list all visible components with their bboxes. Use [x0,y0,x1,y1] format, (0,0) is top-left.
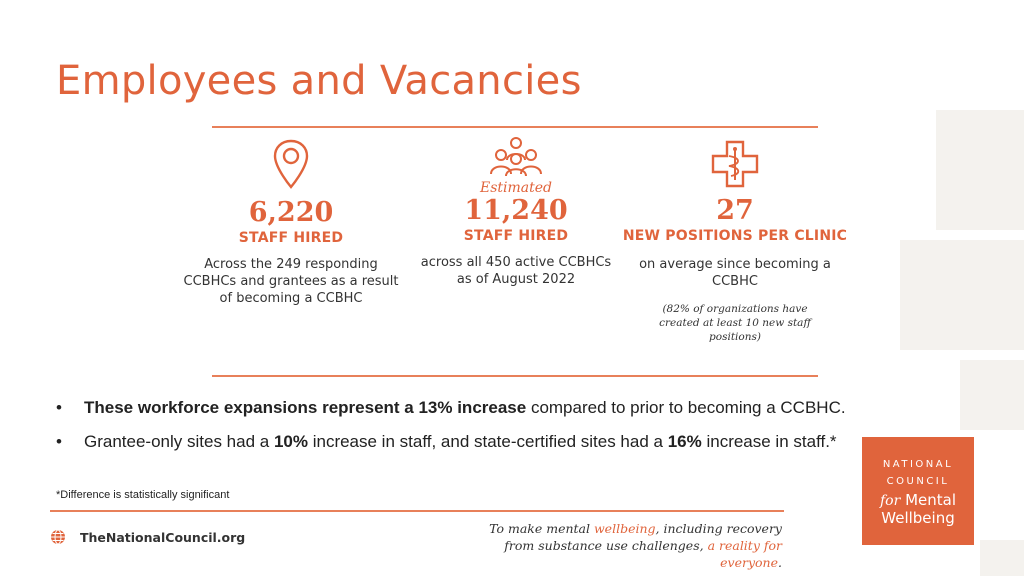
footer-divider [50,510,784,512]
bullet-text: increase in staff.* [701,432,837,451]
stat-label: STAFF HIRED [238,230,344,246]
stat-staff-hired: 6,220 STAFF HIRED Across the 249 respond… [182,138,400,307]
national-council-logo: NATIONAL COUNCIL for Mental Wellbeing [862,437,974,545]
decorative-block [900,240,1024,350]
stat-value: 6,220 [248,197,334,228]
bullet-dot-icon: • [56,398,62,417]
stat-label: NEW POSITIONS PER CLINIC [622,228,848,244]
globe-icon [51,529,65,545]
bullet-item: • Grantee-only sites had a 10% increase … [56,430,844,454]
stat-label: STAFF HIRED [463,228,569,244]
bullet-bold-text: 10% [273,432,308,451]
decorative-block [960,360,1024,430]
bullet-text: Grantee-only sites had a [84,432,274,451]
tagline-text: , including recovery from substance use … [504,521,782,553]
website-link[interactable]: TheNationalCouncil.org [80,530,246,545]
tagline: To make mental wellbeing, including reco… [470,520,782,571]
people-group-icon [490,137,542,177]
logo-line: COUNCIL [886,476,950,487]
location-pin-icon [273,139,309,189]
stat-value: 11,240 [464,195,568,226]
stat-prefix: Estimated [479,180,552,196]
logo-line: NATIONAL [882,459,954,470]
stat-description: on average since becoming a CCBHC [639,257,831,289]
logo-line: Wellbeing [881,509,955,527]
logo-line: Mental [905,491,956,509]
decorative-block [936,110,1024,230]
bottom-divider [212,375,818,377]
bullet-text: compared to prior to becoming a CCBHC. [526,398,846,417]
stat-value: 27 [716,195,754,226]
bullet-list: • These workforce expansions represent a… [56,396,936,464]
bullet-item: • These workforce expansions represent a… [56,396,936,420]
bullet-dot-icon: • [56,432,62,451]
bullet-bold-text: 16% [667,432,702,451]
logo-for: for [879,493,901,509]
bullet-text: increase in staff, and state-certified s… [307,432,668,451]
stat-estimated-staff-hired: Estimated 11,240 STAFF HIRED across all … [418,134,614,288]
medical-cross-icon [711,140,759,188]
footnote: *Difference is statistically significant [56,489,230,501]
stat-new-positions: 27 NEW POSITIONS PER CLINIC on average s… [622,138,848,344]
tagline-highlight: wellbeing [593,521,656,536]
top-divider [212,126,818,128]
stat-description: Across the 249 responding CCBHCs and gra… [183,257,399,306]
stat-note: (82% of organizations have created at le… [659,303,811,343]
tagline-text: To make mental [489,521,594,536]
bullet-bold-text: These workforce expansions represent a 1… [84,398,527,417]
page-title: Employees and Vacancies [56,58,582,104]
tagline-highlight: a reality for everyone [707,538,782,570]
decorative-block [980,540,1024,576]
tagline-text: . [778,555,782,570]
stat-description: across all 450 active CCBHCs as of Augus… [420,255,612,287]
